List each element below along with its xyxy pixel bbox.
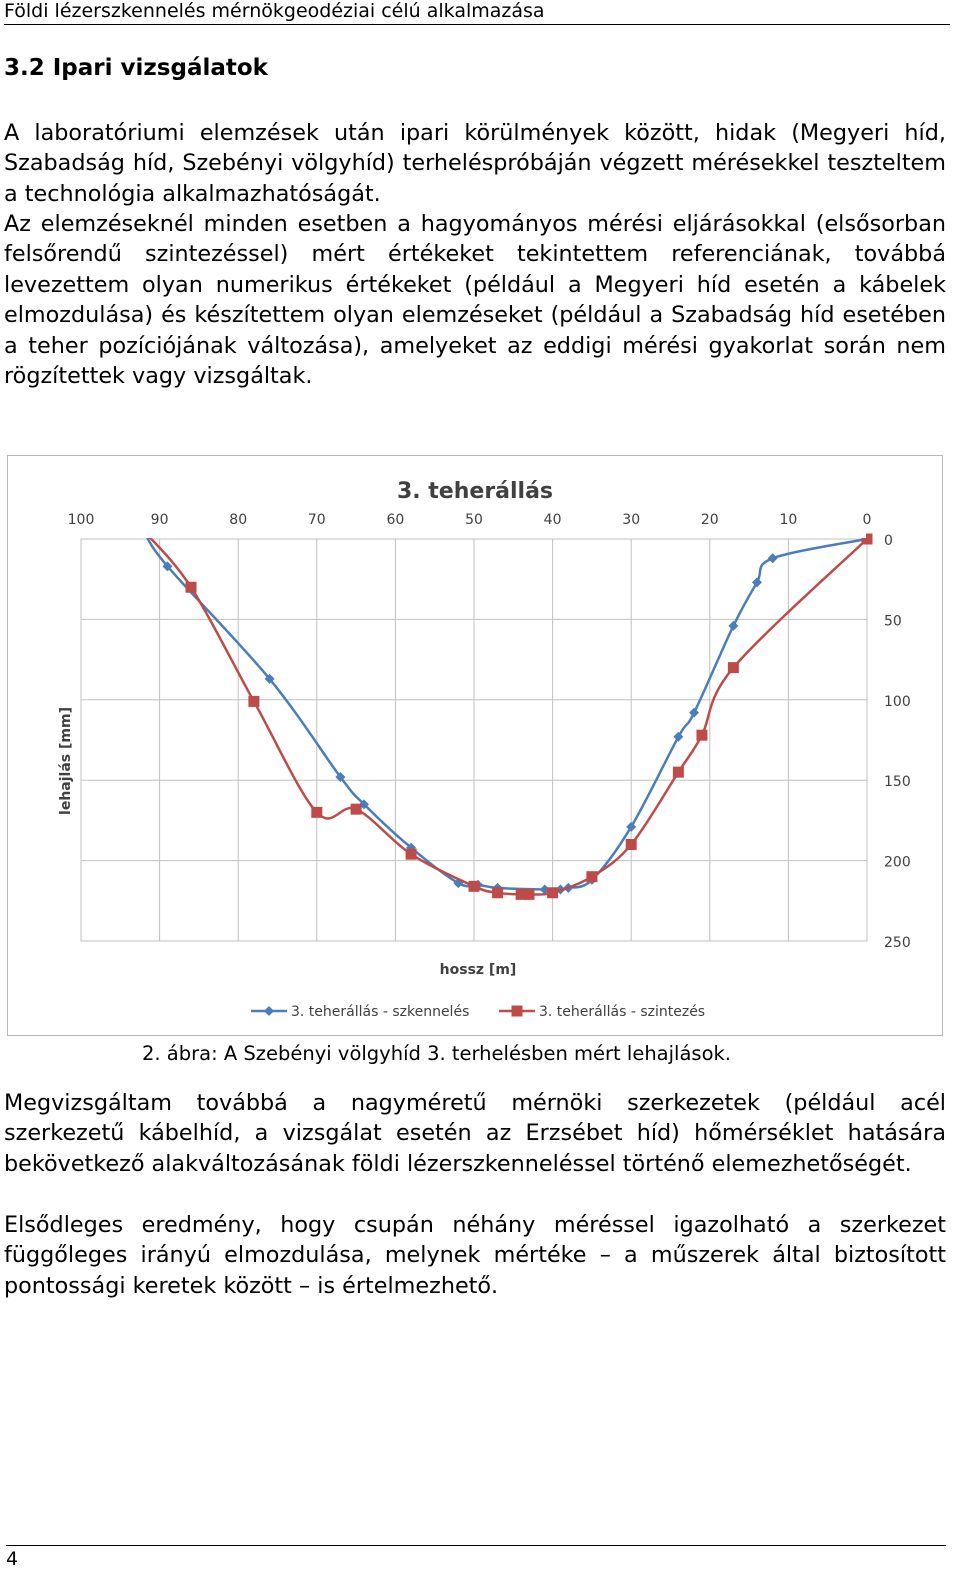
y-tick-label-2: 100 <box>884 694 911 710</box>
legend-label-0: 3. teherállás - szkennelés <box>291 1004 469 1020</box>
series-1-point-12 <box>625 839 637 851</box>
series-0-point-3 <box>335 771 346 782</box>
section-heading: 3.2 Ipari vizsgálatok <box>4 55 268 81</box>
series-1-point-8 <box>515 888 527 900</box>
page-number: 4 <box>6 1548 19 1570</box>
x-tick-label-1: 90 <box>151 512 169 528</box>
series-1-point-5 <box>405 848 417 860</box>
series-1-point-16 <box>861 533 873 545</box>
series-1-point-1 <box>185 581 197 593</box>
x-tick-label-2: 80 <box>229 512 247 528</box>
series-0-point-2 <box>264 673 275 684</box>
y-tick-label-0: 0 <box>884 533 893 549</box>
chart-title: 3. teherállás <box>397 479 553 504</box>
paragraph-method: Az elemzéseknél minden esetben a hagyomá… <box>4 211 946 390</box>
series-1-point-4 <box>350 803 362 815</box>
chart-figure: 3. teherállás 100 90 80 70 60 50 40 30 20 10 0 0 50 10… <box>7 455 943 1036</box>
series-1-point-14 <box>696 729 708 741</box>
series-1-point-13 <box>672 766 684 778</box>
series-0-point-15 <box>689 707 700 718</box>
series-0-point-16 <box>728 620 739 631</box>
x-tick-label-0: 100 <box>68 512 95 528</box>
legend-marker-0 <box>264 1006 274 1016</box>
y-tick-label-1: 50 <box>884 613 902 629</box>
paragraph-erzsebet: Megvizsgáltam továbbá a nagyméretű mérnö… <box>4 1090 946 1177</box>
plot-top-mask <box>82 526 866 538</box>
x-axis-label: hossz [m] <box>440 962 517 978</box>
x-tick-label-9: 10 <box>779 512 797 528</box>
running-title: Földi lézerszkennelés mérnökgeodéziai cé… <box>4 0 545 22</box>
legend-label-1: 3. teherállás - szintezés <box>539 1004 705 1020</box>
x-tick-label-3: 70 <box>308 512 326 528</box>
series-1-point-11 <box>586 871 598 883</box>
paragraph-result: Elsődleges eredmény, hogy csupán néhány … <box>4 1212 946 1299</box>
series-0-point-13 <box>626 821 637 832</box>
running-header: Földi lézerszkennelés mérnökgeodéziai cé… <box>4 0 950 25</box>
x-tick-label-5: 50 <box>465 512 483 528</box>
figure-caption: 2. ábra: A Szebényi völgyhíd 3. terhelés… <box>142 1042 731 1065</box>
y-tick-label-4: 200 <box>884 855 911 871</box>
series-1-point-7 <box>492 887 504 899</box>
y-tick-label-3: 150 <box>884 774 911 790</box>
page-footer: 4 <box>6 1545 946 1578</box>
series-1-point-6 <box>468 880 480 892</box>
series-1-point-3 <box>311 806 323 818</box>
y-tick-label-5: 250 <box>884 935 911 951</box>
x-tick-label-10: 0 <box>863 512 872 528</box>
series-0-point-18 <box>767 553 778 564</box>
series-0-point-17 <box>751 577 762 588</box>
series-1-point-15 <box>727 662 739 674</box>
x-tick-label-4: 60 <box>386 512 404 528</box>
series-0-point-14 <box>673 731 684 742</box>
series-1-point-9 <box>523 888 535 900</box>
x-tick-label-6: 40 <box>544 512 562 528</box>
y-axis-label: lehajlás [mm] <box>58 707 74 815</box>
series-1-point-2 <box>248 695 260 707</box>
series-0-point-1 <box>162 561 173 572</box>
paragraph-intro: A laboratóriumi elemzések után ipari kör… <box>4 120 946 207</box>
legend-marker-1 <box>511 1005 523 1017</box>
series-1-point-10 <box>547 887 559 899</box>
x-tick-label-8: 20 <box>701 512 719 528</box>
x-tick-label-7: 30 <box>622 512 640 528</box>
